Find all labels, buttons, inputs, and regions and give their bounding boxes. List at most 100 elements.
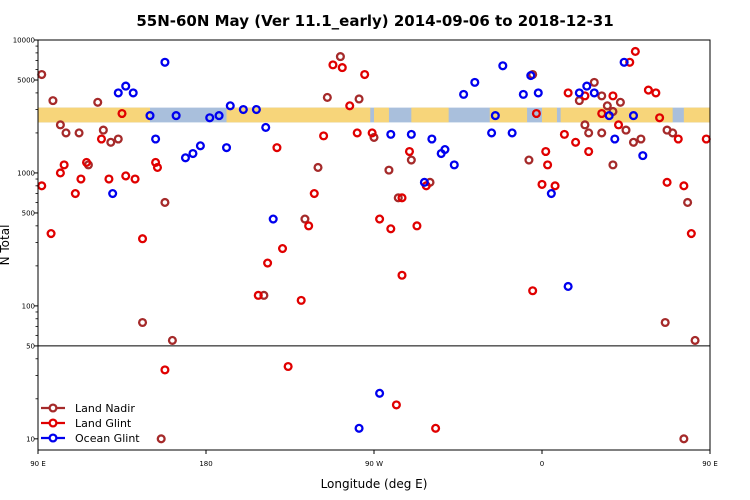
point-ocean-glint [610,134,620,144]
point-ocean-glint [188,148,198,159]
map-band-land [489,107,528,123]
point-land-glint [309,188,319,199]
point-ocean-glint [619,57,629,67]
point-land-glint [528,286,538,296]
point-land-nadir [406,155,416,165]
point-ocean-glint [268,214,278,224]
x-tick-label: 180 [199,460,212,468]
point-ocean-glint [180,153,191,163]
point-ocean-glint [151,134,161,144]
point-land-nadir [524,155,534,165]
point-ocean-glint [251,104,261,115]
point-land-nadir [608,160,618,170]
point-ocean-glint [171,111,181,121]
x-axis-label: Longitude (deg E) [321,477,428,491]
point-land-nadir [636,134,646,144]
point-ocean-glint [261,122,271,132]
point-land-glint [70,188,80,199]
point-land-glint [304,221,314,231]
point-land-glint [55,168,65,178]
map-band-land [411,107,449,123]
map-band-land [374,107,389,123]
point-land-nadir [322,92,332,102]
y-tick-label: 1000 [17,169,35,177]
point-ocean-glint [589,88,599,98]
point-ocean-glint [160,57,170,67]
point-land-glint [391,400,401,410]
y-axis-label: N Total [0,225,12,266]
point-land-glint [296,295,306,305]
x-tick-label: 0 [540,460,544,468]
point-land-glint [345,101,355,111]
point-ocean-glint [582,81,592,91]
y-axis: 10000 5000 1000 500 100 50 10 [13,37,38,443]
point-land-nadir [354,94,364,104]
point-ocean-glint [533,88,543,98]
point-ocean-glint [507,128,517,138]
x-axis: 90 E 180 90 W 0 90 E [30,450,718,468]
point-land-nadir [668,128,678,138]
point-ocean-glint [419,177,429,187]
point-land-nadir [74,128,84,138]
point-land-glint [81,157,92,167]
point-land-glint [608,91,618,101]
point-land-nadir [628,137,639,147]
data-points [37,46,711,444]
y-tick-label: 500 [22,209,35,217]
point-ocean-glint [375,388,385,398]
point-land-nadir [615,97,625,107]
point-land-nadir [589,77,599,87]
point-land-nadir [621,125,631,135]
point-land-glint [59,160,69,170]
point-land-glint [117,108,127,119]
point-land-glint [121,171,131,181]
point-ocean-glint [221,143,232,153]
point-land-glint [160,365,170,375]
point-land-glint [571,137,581,147]
point-land-nadir [597,128,607,138]
point-land-glint [412,221,422,231]
point-land-nadir [602,101,612,111]
point-land-glint [386,224,396,234]
chart-title: 55N-60N May (Ver 11.1_early) 2014-09-06 … [136,12,613,30]
point-land-nadir [167,335,177,345]
point-land-glint [104,174,114,184]
map-band-land [226,107,371,123]
point-land-glint [550,181,560,191]
point-land-glint [673,134,683,144]
point-ocean-glint [470,77,480,87]
point-ocean-glint [238,104,248,115]
point-land-nadir [106,137,116,147]
legend: Land Nadir Land Glint Ocean Glint [41,402,140,445]
point-land-nadir [384,165,394,175]
point-land-glint [541,146,551,157]
point-ocean-glint [638,151,648,161]
point-land-nadir [61,128,71,138]
point-ocean-glint [427,134,437,144]
point-land-glint [253,290,263,300]
point-land-glint [272,143,282,153]
point-ocean-glint [195,141,205,151]
legend-label: Land Nadir [75,402,135,415]
point-land-nadir [335,52,345,62]
point-land-nadir [259,290,269,300]
point-land-glint [531,108,541,119]
point-land-glint [397,193,407,203]
point-land-nadir [369,132,379,142]
point-ocean-glint [225,101,235,111]
point-ocean-glint [574,88,584,98]
point-ocean-glint [518,89,528,99]
point-ocean-glint [214,111,224,121]
y-tick-label: 100 [22,302,35,310]
point-land-glint [375,214,385,224]
point-land-glint [367,128,377,138]
point-land-glint [597,108,607,119]
point-ocean-glint [546,188,556,199]
legend-marker [48,433,58,443]
map-band-land [542,107,557,123]
y-tick-label: 10000 [13,37,35,45]
map-band-land [38,107,150,123]
point-land-nadir [48,96,58,106]
point-land-nadir [55,120,65,130]
point-land-nadir [690,335,700,345]
